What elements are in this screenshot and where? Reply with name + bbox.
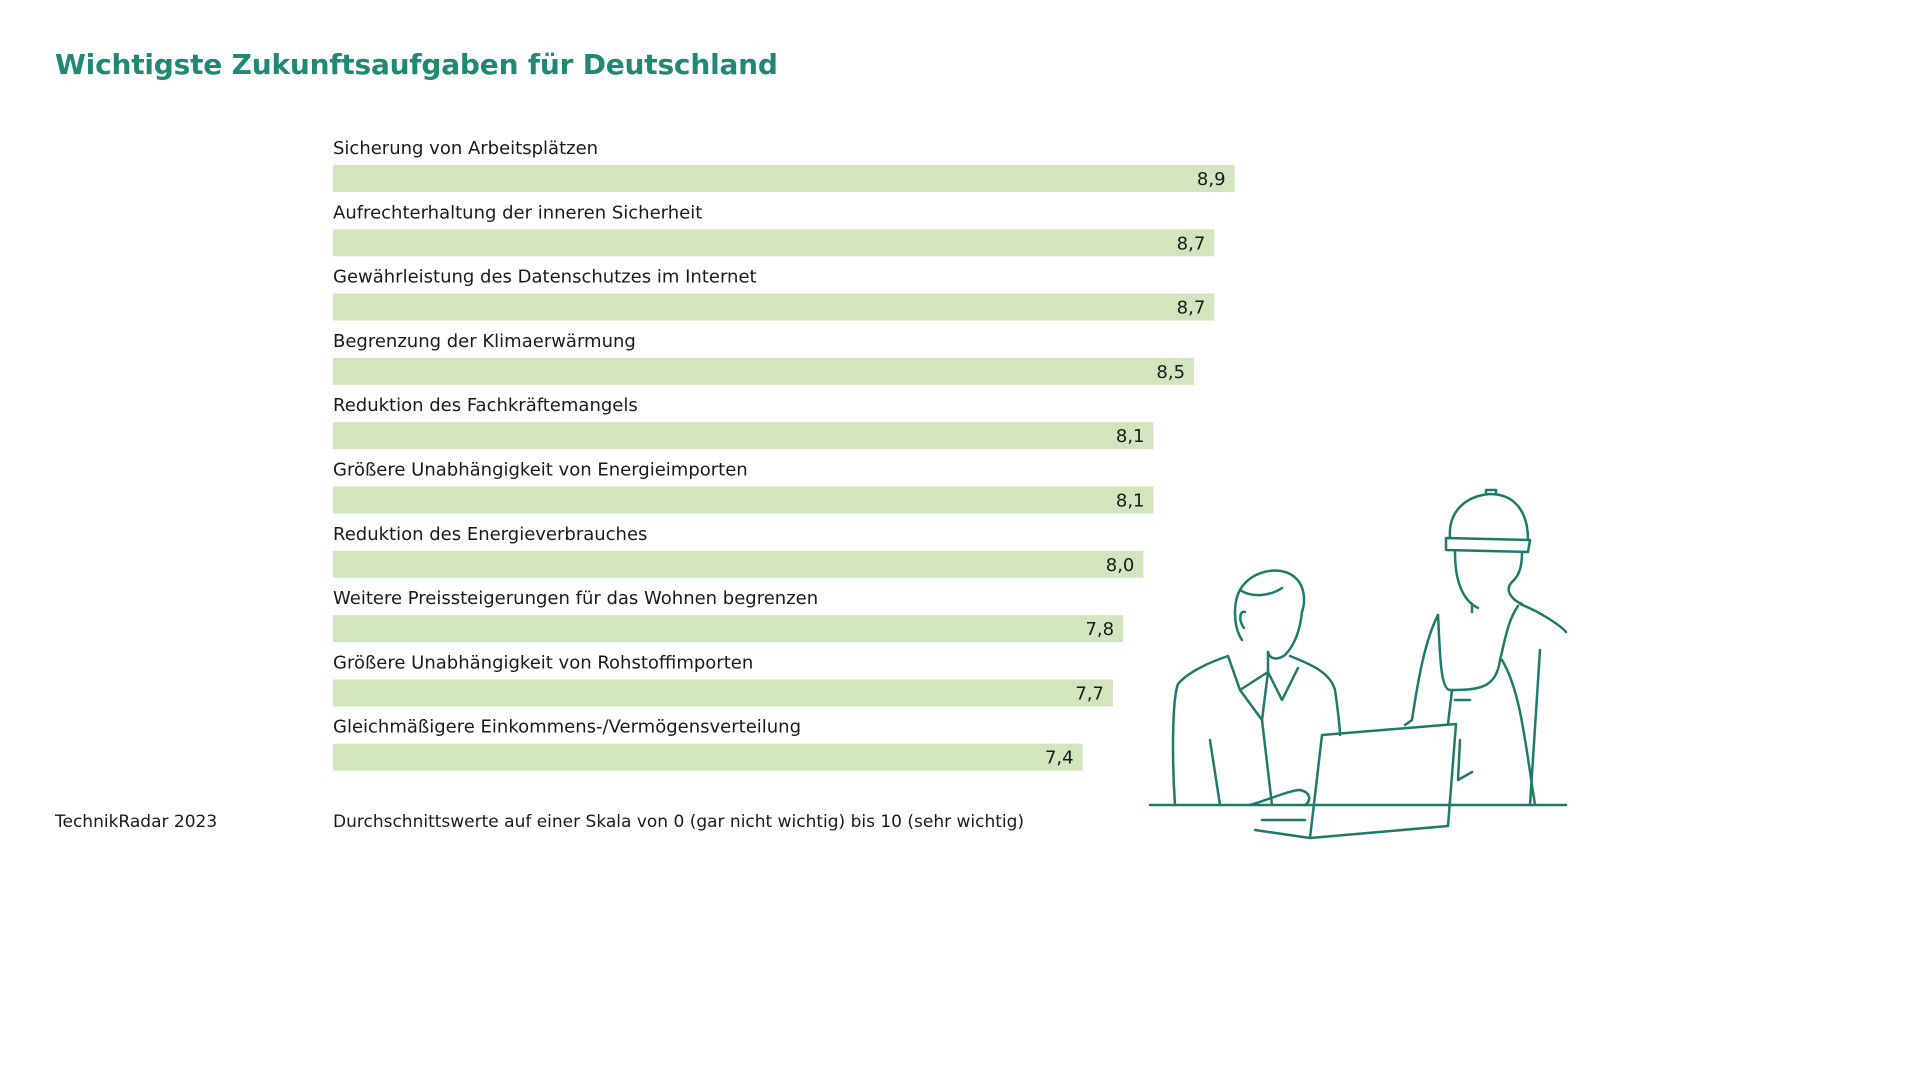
bar-chart: Sicherung von Arbeitsplätzen 8,9 Aufrechte… bbox=[333, 138, 1235, 771]
bar bbox=[333, 679, 1114, 707]
two-people-with-laptop-icon bbox=[1148, 488, 1568, 840]
value-label: 8,1 bbox=[1116, 491, 1145, 512]
bar bbox=[333, 165, 1235, 192]
bar bbox=[333, 615, 1124, 643]
category-label: Begrenzung der Klimaerwärmung bbox=[333, 331, 636, 352]
bar bbox=[333, 293, 1215, 321]
category-label: Aufrechterhaltung der inneren Sicherheit bbox=[333, 202, 702, 223]
bar bbox=[333, 743, 1083, 771]
category-label: Reduktion des Fachkräftemangels bbox=[333, 395, 638, 416]
category-label: Weitere Preissteigerungen für das Wohnen… bbox=[333, 588, 818, 609]
value-label: 7,7 bbox=[1075, 683, 1104, 704]
value-label: 8,7 bbox=[1177, 298, 1206, 319]
bar bbox=[333, 357, 1195, 385]
value-label: 8,9 bbox=[1197, 169, 1226, 190]
chart-title: Wichtigste Zukunftsaufgaben für Deutschl… bbox=[55, 48, 778, 81]
value-label: 8,5 bbox=[1156, 362, 1185, 383]
bar bbox=[333, 422, 1154, 450]
category-label: Sicherung von Arbeitsplätzen bbox=[333, 138, 598, 159]
category-label: Reduktion des Energieverbrauches bbox=[333, 524, 647, 545]
value-label: 8,1 bbox=[1116, 426, 1145, 447]
scale-note: Durchschnittswerte auf einer Skala von 0… bbox=[333, 812, 1025, 832]
value-label: 8,0 bbox=[1106, 555, 1135, 576]
value-label: 8,7 bbox=[1177, 233, 1206, 254]
value-label: 7,8 bbox=[1085, 619, 1114, 640]
value-label: 7,4 bbox=[1045, 748, 1074, 769]
category-label: Gleichmäßigere Einkommens-/Vermögensvert… bbox=[333, 717, 801, 738]
category-label: Größere Unabhängigkeit von Rohstoffimpor… bbox=[333, 652, 753, 673]
category-label: Gewährleistung des Datenschutzes im Inte… bbox=[333, 267, 757, 288]
bar bbox=[333, 550, 1144, 578]
bar bbox=[333, 486, 1154, 514]
bar bbox=[333, 229, 1215, 257]
category-label: Größere Unabhängigkeit von Energieimport… bbox=[333, 460, 748, 481]
source-label: TechnikRadar 2023 bbox=[55, 812, 218, 832]
